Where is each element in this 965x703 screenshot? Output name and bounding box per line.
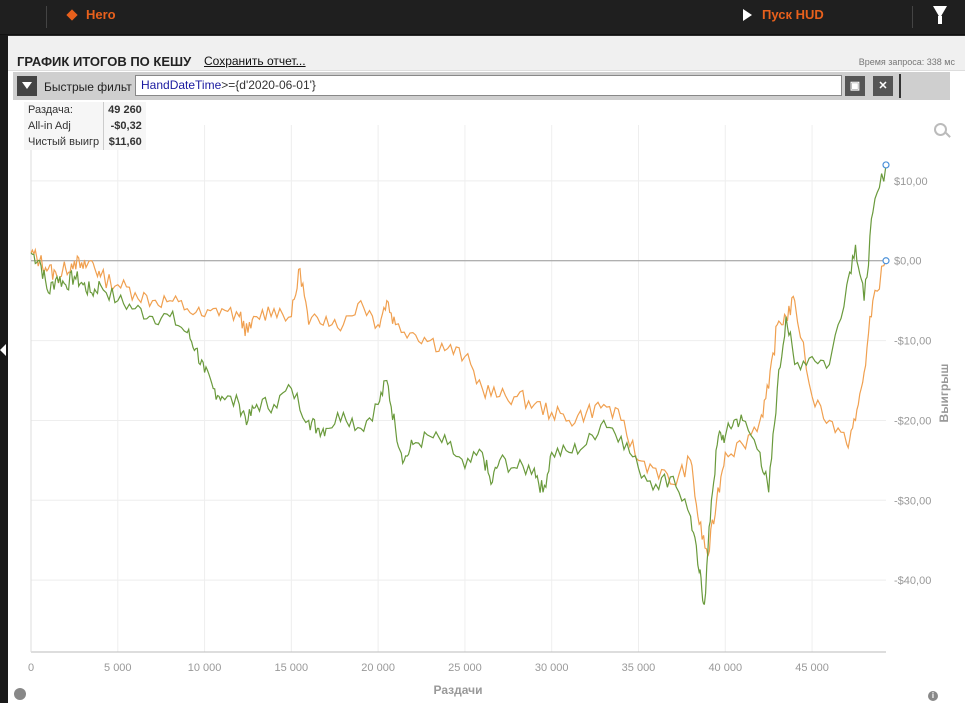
x-axis-label: Раздачи — [434, 683, 483, 697]
funnel-icon — [22, 82, 32, 89]
stats-row: All-in Adj -$0,32 — [24, 118, 146, 134]
gear-icon[interactable] — [14, 688, 26, 700]
filter-button[interactable] — [17, 76, 37, 96]
plot-area — [31, 125, 886, 652]
y-tick-label: -$40,00 — [894, 575, 931, 587]
filter-query-condition: >={d'2020-06-01'} — [221, 78, 316, 92]
quick-filter-label: Быстрые фильт — [44, 80, 132, 94]
x-tick-label: 5 000 — [104, 662, 132, 674]
query-time: Время запроса: 338 мс — [858, 57, 955, 67]
y-tick-label: $0,00 — [894, 256, 922, 268]
x-tick-label: 40 000 — [708, 662, 742, 674]
stats-row: Раздача: 49 260 — [24, 102, 146, 118]
y-tick-label: -$30,00 — [894, 495, 931, 507]
series-line-allin — [30, 247, 887, 557]
left-sidebar-strip — [0, 35, 8, 703]
quick-filter-bar: Быстрые фильт HandDateTime>={d'2020-06-0… — [13, 72, 950, 100]
x-tick-label: 0 — [28, 662, 34, 674]
save-report-link[interactable]: Сохранить отчет... — [204, 54, 306, 68]
report-header: ГРАФИК ИТОГОВ ПО КЕШУ Сохранить отчет...… — [8, 36, 965, 71]
x-axis: 0 5 000 10 000 15 000 20 000 25 000 30 000 35 0… — [28, 651, 886, 674]
y-axis: $10,00 $0,00 -$10,00 -$20,00 -$30,00 -$40,00 — [30, 125, 931, 652]
collapse-arrow-icon[interactable] — [0, 344, 6, 356]
clear-filter-button[interactable]: ✕ — [873, 76, 893, 96]
stats-value: -$0,32 — [103, 118, 146, 134]
y-tick-label: -$10,00 — [894, 336, 931, 348]
stats-box: Раздача: 49 260 All-in Adj -$0,32 Чистый в… — [24, 102, 146, 150]
x-tick-label: 15 000 — [275, 662, 309, 674]
x-tick-label: 30 000 — [535, 662, 569, 674]
y-tick-label: -$20,00 — [894, 415, 931, 427]
play-icon — [743, 8, 752, 21]
run-hud-button[interactable]: Пуск HUD — [743, 7, 824, 22]
series-line-net — [30, 164, 887, 605]
zoom-icon[interactable] — [934, 123, 947, 136]
save-filter-button[interactable]: ▣ — [845, 76, 865, 96]
y-axis-label: Выигрыш — [937, 364, 951, 423]
x-tick-label: 45 000 — [795, 662, 829, 674]
series-end-point-allin — [882, 257, 890, 265]
toolbar-separator — [912, 6, 913, 28]
stats-value: $11,60 — [103, 134, 146, 150]
y-tick-label: $10,00 — [894, 176, 928, 188]
series-lines — [30, 161, 890, 605]
x-tick-label: 20 000 — [361, 662, 395, 674]
x-tick-label: 35 000 — [622, 662, 656, 674]
hero-label: Hero — [86, 7, 116, 22]
toolbar-separator — [46, 6, 47, 28]
x-tick-label: 25 000 — [448, 662, 482, 674]
filter-bar-divider — [899, 74, 901, 98]
filter-icon[interactable] — [933, 6, 947, 24]
stats-label: Раздача: — [28, 104, 73, 116]
info-icon[interactable]: i — [928, 691, 938, 701]
stats-label: All-in Adj — [28, 120, 71, 132]
filter-query-input[interactable]: HandDateTime>={d'2020-06-01'} — [135, 75, 842, 96]
stats-row: Чистый выигр $11,60 — [24, 134, 146, 150]
filter-query-field: HandDateTime — [141, 78, 222, 92]
series-end-point-net — [882, 161, 890, 169]
x-tick-label: 10 000 — [188, 662, 222, 674]
report-title: ГРАФИК ИТОГОВ ПО КЕШУ — [17, 54, 192, 69]
stats-label: Чистый выигр — [28, 136, 100, 148]
top-toolbar: Hero Пуск HUD — [0, 0, 965, 35]
run-hud-label: Пуск HUD — [762, 7, 824, 22]
hero-selector[interactable]: Hero — [66, 7, 116, 22]
stats-value: 49 260 — [103, 102, 146, 118]
